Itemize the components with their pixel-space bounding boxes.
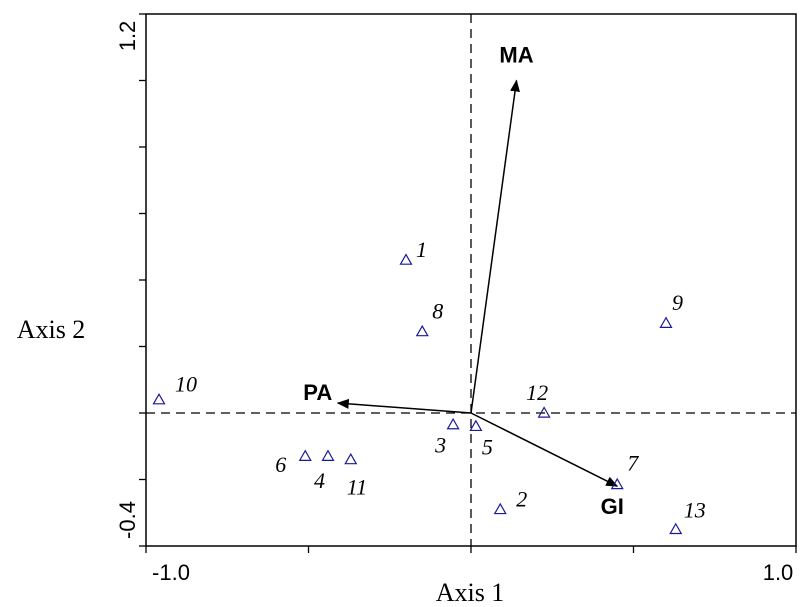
vector-pa-label: PA bbox=[303, 380, 332, 405]
site-label-7: 7 bbox=[627, 450, 639, 475]
site-label-1: 1 bbox=[416, 237, 427, 262]
site-label-5: 5 bbox=[482, 434, 493, 459]
vector-gi-label: GI bbox=[601, 494, 624, 519]
environmental-vectors: MA PA GI bbox=[303, 43, 624, 520]
site-label-11: 11 bbox=[347, 475, 367, 500]
site-point-9 bbox=[659, 316, 673, 328]
x-axis-title: Axis 1 bbox=[436, 578, 505, 607]
y-tick-label-min: -0.4 bbox=[115, 501, 140, 539]
site-label-3: 3 bbox=[434, 433, 446, 458]
site-point-4 bbox=[321, 449, 335, 461]
site-label-4: 4 bbox=[314, 468, 325, 493]
site-point-10 bbox=[152, 392, 166, 405]
site-point-12 bbox=[537, 406, 551, 418]
vector-ma-label: MA bbox=[499, 43, 533, 68]
site-point-1 bbox=[399, 253, 413, 265]
vector-ma-arrow bbox=[470, 79, 520, 414]
vector-pa-arrow bbox=[336, 398, 472, 414]
y-tick-label-max: 1.2 bbox=[115, 21, 140, 52]
site-point-6 bbox=[298, 449, 312, 461]
site-point-7 bbox=[610, 477, 624, 490]
site-point-5 bbox=[469, 419, 483, 432]
site-point-8 bbox=[415, 324, 429, 337]
x-tick-label-max: 1.0 bbox=[763, 560, 794, 585]
site-point-2 bbox=[493, 502, 507, 515]
site-label-13: 13 bbox=[684, 497, 706, 522]
site-label-10: 10 bbox=[175, 372, 197, 397]
site-label-9: 9 bbox=[672, 290, 683, 315]
site-label-12: 12 bbox=[526, 380, 548, 405]
y-axis-ticks bbox=[139, 13, 146, 547]
site-point-13 bbox=[669, 522, 683, 535]
site-label-6: 6 bbox=[275, 452, 286, 477]
y-axis-title: Axis 2 bbox=[17, 315, 86, 344]
site-label-8: 8 bbox=[432, 299, 443, 324]
site-label-2: 2 bbox=[516, 486, 527, 511]
vector-gi-arrow bbox=[470, 412, 619, 487]
site-point-3 bbox=[446, 417, 460, 430]
x-tick-label-min: -1.0 bbox=[152, 560, 190, 585]
site-point-11 bbox=[344, 452, 358, 465]
x-axis-ticks bbox=[145, 546, 797, 553]
